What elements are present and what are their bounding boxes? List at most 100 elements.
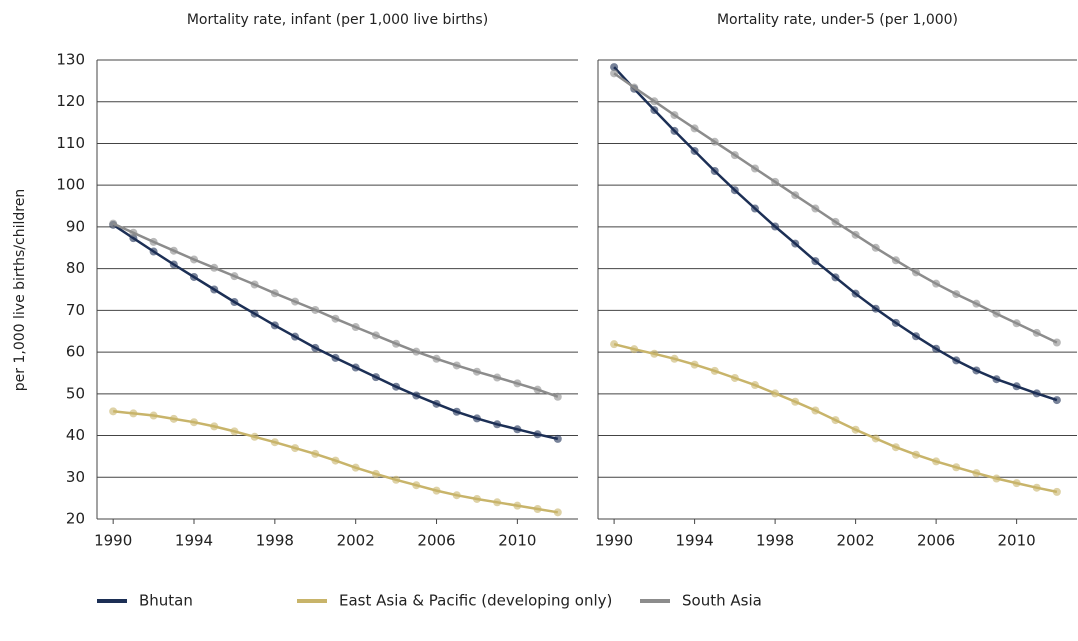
data-point xyxy=(270,438,279,447)
y-tick-label: 120 xyxy=(56,92,85,110)
y-axis-label: per 1,000 live births/children xyxy=(12,189,28,391)
data-point xyxy=(533,504,542,513)
data-point xyxy=(791,397,800,406)
x-tick-label: 2010 xyxy=(498,532,536,550)
data-point xyxy=(851,289,860,298)
data-point xyxy=(432,486,441,495)
x-tick-label: 1998 xyxy=(756,532,794,550)
data-point xyxy=(610,69,619,78)
data-point xyxy=(771,222,780,231)
data-point xyxy=(169,414,178,423)
data-point xyxy=(650,106,659,115)
x-tick-label: 1998 xyxy=(256,532,294,550)
data-point xyxy=(952,356,961,365)
x-tick-label: 1990 xyxy=(94,532,132,550)
data-point xyxy=(109,219,118,228)
data-point xyxy=(311,449,320,458)
data-point xyxy=(690,360,699,369)
data-point xyxy=(311,305,320,314)
data-point xyxy=(610,340,619,349)
data-point xyxy=(710,366,719,375)
legend-label: Bhutan xyxy=(139,592,193,610)
data-point xyxy=(371,469,380,478)
y-tick-label: 30 xyxy=(66,468,85,486)
data-point xyxy=(149,237,158,246)
y-tick-label: 70 xyxy=(66,301,85,319)
data-point xyxy=(533,430,542,439)
data-point xyxy=(331,456,340,465)
data-point xyxy=(650,349,659,358)
data-point xyxy=(190,418,199,427)
y-tick-label: 60 xyxy=(66,343,85,361)
data-point xyxy=(911,332,920,341)
data-point xyxy=(710,166,719,175)
x-tick-label: 1994 xyxy=(676,532,714,550)
data-point xyxy=(791,239,800,248)
data-point xyxy=(650,97,659,106)
data-point xyxy=(412,481,421,490)
data-point xyxy=(351,463,360,472)
data-point xyxy=(270,289,279,298)
data-point xyxy=(831,217,840,226)
data-point xyxy=(871,434,880,443)
data-point xyxy=(230,427,239,436)
data-point xyxy=(630,83,639,92)
data-point xyxy=(750,204,759,213)
series-line xyxy=(613,72,1058,344)
data-point xyxy=(351,363,360,372)
data-point xyxy=(553,508,562,517)
data-point xyxy=(730,373,739,382)
data-point xyxy=(452,491,461,500)
data-point xyxy=(432,399,441,408)
data-point xyxy=(493,498,502,507)
series-line xyxy=(112,223,559,441)
data-point xyxy=(851,230,860,239)
data-point xyxy=(871,304,880,313)
data-point xyxy=(972,469,981,478)
data-point xyxy=(452,407,461,416)
data-point xyxy=(771,389,780,398)
panel-title: Mortality rate, infant (per 1,000 live b… xyxy=(187,12,488,28)
data-point xyxy=(412,391,421,400)
data-point xyxy=(670,111,679,120)
data-point xyxy=(932,279,941,288)
data-point xyxy=(250,432,259,441)
data-point xyxy=(791,191,800,200)
data-point xyxy=(771,177,780,186)
y-tick-label: 130 xyxy=(56,51,85,69)
data-point xyxy=(331,353,340,362)
data-point xyxy=(392,382,401,391)
y-tick-label: 90 xyxy=(66,217,85,235)
x-tick-label: 1990 xyxy=(595,532,633,550)
data-point xyxy=(851,425,860,434)
panel-title: Mortality rate, under-5 (per 1,000) xyxy=(717,12,958,28)
data-point xyxy=(811,406,820,415)
data-point xyxy=(1032,328,1041,337)
data-point xyxy=(972,299,981,308)
data-point xyxy=(992,309,1001,318)
data-point xyxy=(190,255,199,264)
x-tick-label: 2010 xyxy=(998,532,1036,550)
data-point xyxy=(472,367,481,376)
data-point xyxy=(210,263,219,272)
data-point xyxy=(493,373,502,382)
data-point xyxy=(472,414,481,423)
data-point xyxy=(371,373,380,382)
data-point xyxy=(351,323,360,332)
data-point xyxy=(992,474,1001,483)
data-point xyxy=(291,444,300,453)
series-line xyxy=(613,66,1058,402)
data-point xyxy=(690,146,699,155)
data-point xyxy=(750,164,759,173)
data-point xyxy=(210,422,219,431)
data-point xyxy=(250,280,259,289)
data-point xyxy=(1012,319,1021,328)
data-point xyxy=(210,285,219,294)
data-point xyxy=(109,407,118,416)
data-point xyxy=(533,385,542,394)
data-point xyxy=(392,339,401,348)
data-point xyxy=(371,331,380,340)
data-point xyxy=(270,321,279,330)
data-point xyxy=(952,463,961,472)
